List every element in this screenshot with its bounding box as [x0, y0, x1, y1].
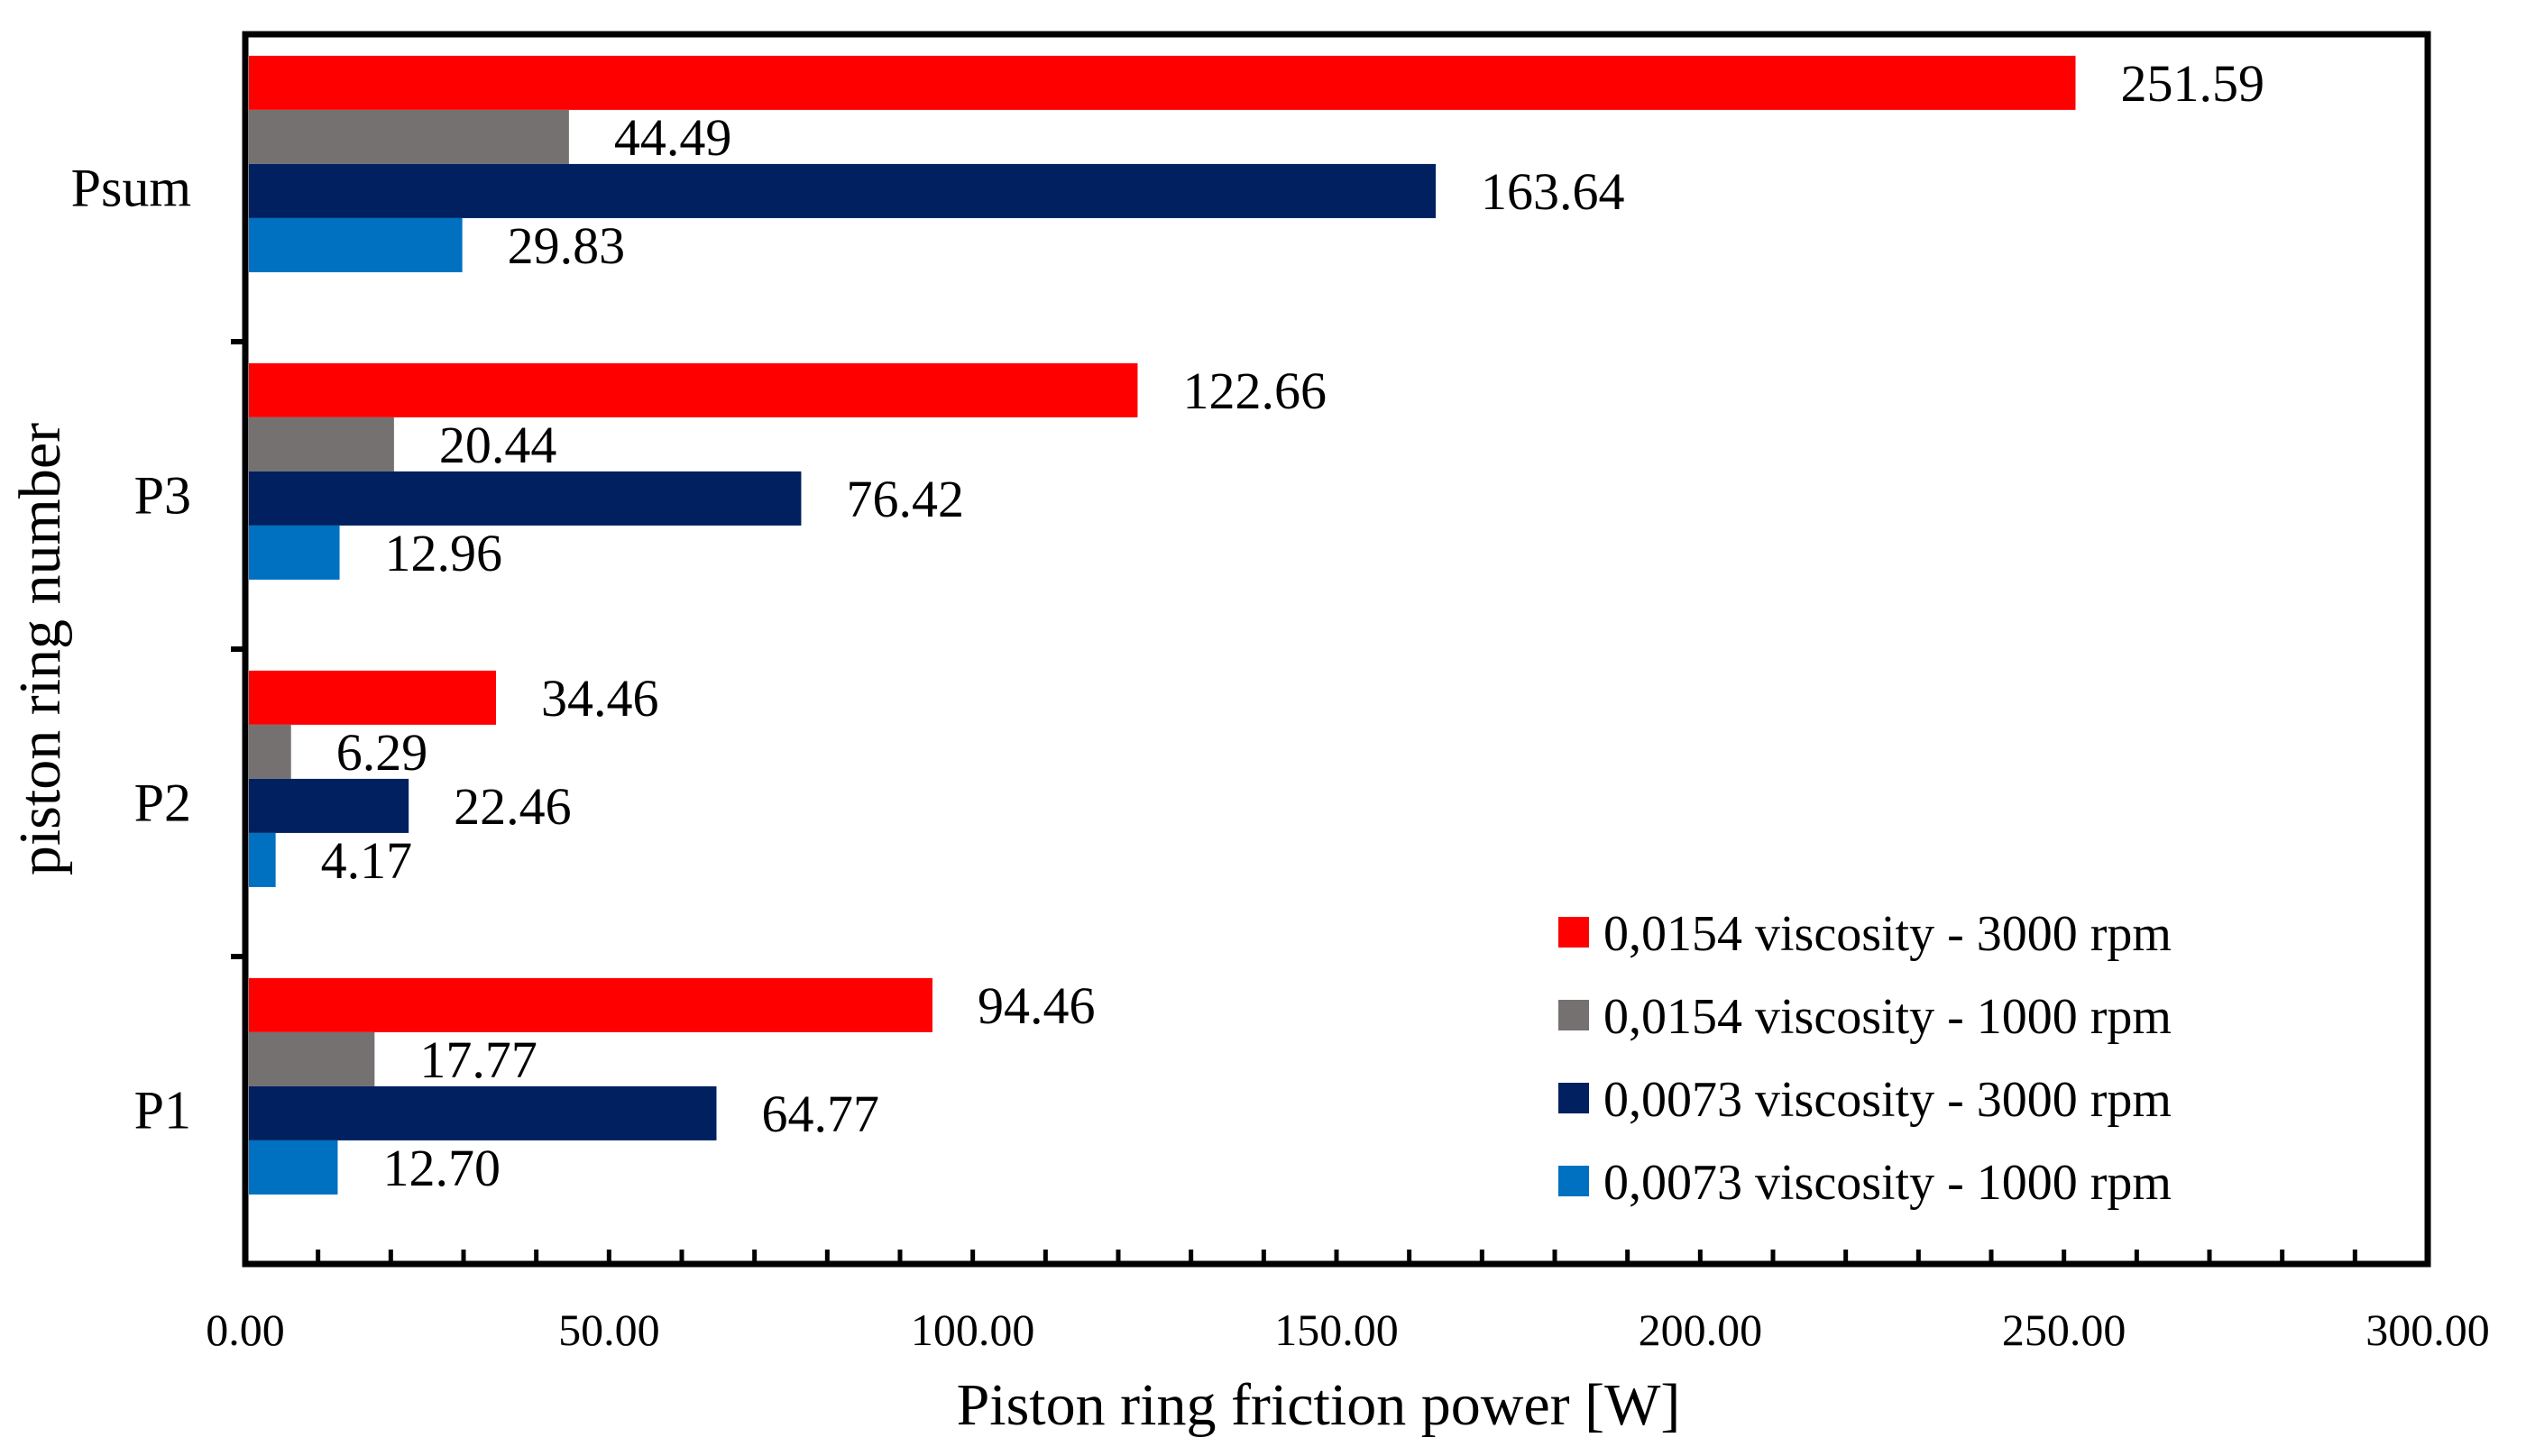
- legend-swatch-series-2: [1558, 1000, 1589, 1030]
- x-tick-label: 100.00: [911, 1305, 1035, 1355]
- data-label-psum-series-4: 29.83: [508, 216, 626, 275]
- legend-swatch-series-4: [1558, 1166, 1589, 1196]
- bar-p1-series-2: [249, 1031, 375, 1086]
- data-label-p3-series-2: 20.44: [439, 416, 557, 474]
- data-label-p2-series-1: 34.46: [541, 669, 659, 728]
- x-tick-label: 150.00: [1274, 1305, 1399, 1355]
- bar-psum-series-2: [249, 109, 569, 164]
- axis-ticks-layer: [231, 339, 2357, 1264]
- bar-p2-series-4: [249, 832, 276, 887]
- data-label-psum-series-1: 251.59: [2120, 54, 2264, 113]
- data-label-p1-series-3: 64.77: [761, 1085, 879, 1143]
- y-axis-title: piston ring number: [7, 423, 73, 875]
- data-label-p3-series-4: 12.96: [385, 524, 503, 582]
- y-category-label-p3: P3: [134, 466, 191, 526]
- bar-p3-series-3: [249, 471, 802, 526]
- x-tick-label: 250.00: [2002, 1305, 2126, 1355]
- bar-p2-series-3: [249, 778, 409, 833]
- data-labels-layer: 94.46 17.77 64.77 12.70 34.46 6.29 22.46 4.17 12…: [321, 54, 2264, 1197]
- bar-p2-series-2: [249, 724, 291, 779]
- bar-p3-series-4: [249, 525, 340, 580]
- data-label-p2-series-4: 4.17: [321, 831, 413, 890]
- data-label-p2-series-3: 22.46: [454, 777, 572, 836]
- x-tick-label: 300.00: [2365, 1305, 2490, 1355]
- data-label-p3-series-1: 122.66: [1182, 362, 1327, 420]
- data-label-p1-series-2: 17.77: [419, 1030, 537, 1089]
- legend-label-series-1: 0,0154 viscosity - 3000 rpm: [1603, 906, 2172, 962]
- bar-p3-series-2: [249, 417, 394, 472]
- x-tick-labels-layer: 0.00 50.00 100.00 150.00 200.00 250.00 300.00: [206, 1305, 2490, 1355]
- bar-psum-series-4: [249, 217, 463, 272]
- y-category-label-psum: Psum: [71, 159, 191, 218]
- x-tick-label: 50.00: [558, 1305, 660, 1355]
- y-category-labels-layer: P1 P2 P3 Psum: [71, 159, 191, 1140]
- legend-label-series-4: 0,0073 viscosity - 1000 rpm: [1603, 1155, 2172, 1211]
- bar-p3-series-1: [249, 362, 1138, 417]
- data-label-p2-series-2: 6.29: [336, 723, 428, 782]
- x-axis-title: Piston ring friction power [W]: [957, 1372, 1681, 1438]
- bars-layer: [249, 55, 2076, 1195]
- x-tick-label: 200.00: [1639, 1305, 1763, 1355]
- legend-swatch-series-1: [1558, 917, 1589, 948]
- bar-psum-series-3: [249, 163, 1437, 218]
- data-label-p3-series-3: 76.42: [846, 470, 963, 528]
- legend-label-series-2: 0,0154 viscosity - 1000 rpm: [1603, 989, 2172, 1045]
- bar-p1-series-3: [249, 1085, 717, 1140]
- y-category-label-p2: P2: [134, 774, 191, 833]
- x-tick-label: 0.00: [206, 1305, 285, 1355]
- data-label-psum-series-2: 44.49: [614, 108, 732, 167]
- data-label-p1-series-4: 12.70: [382, 1139, 501, 1197]
- bar-p1-series-1: [249, 977, 932, 1032]
- legend-swatch-series-3: [1558, 1083, 1589, 1113]
- bar-p2-series-1: [249, 670, 496, 725]
- bar-psum-series-1: [249, 55, 2076, 110]
- data-label-p1-series-1: 94.46: [978, 976, 1096, 1035]
- legend: 0,0154 viscosity - 3000 rpm 0,0154 viscos…: [1558, 906, 2172, 1211]
- data-label-psum-series-3: 163.64: [1481, 162, 1625, 221]
- bar-p1-series-4: [249, 1140, 338, 1195]
- y-category-label-p1: P1: [134, 1081, 191, 1140]
- legend-label-series-3: 0,0073 viscosity - 3000 rpm: [1603, 1072, 2172, 1128]
